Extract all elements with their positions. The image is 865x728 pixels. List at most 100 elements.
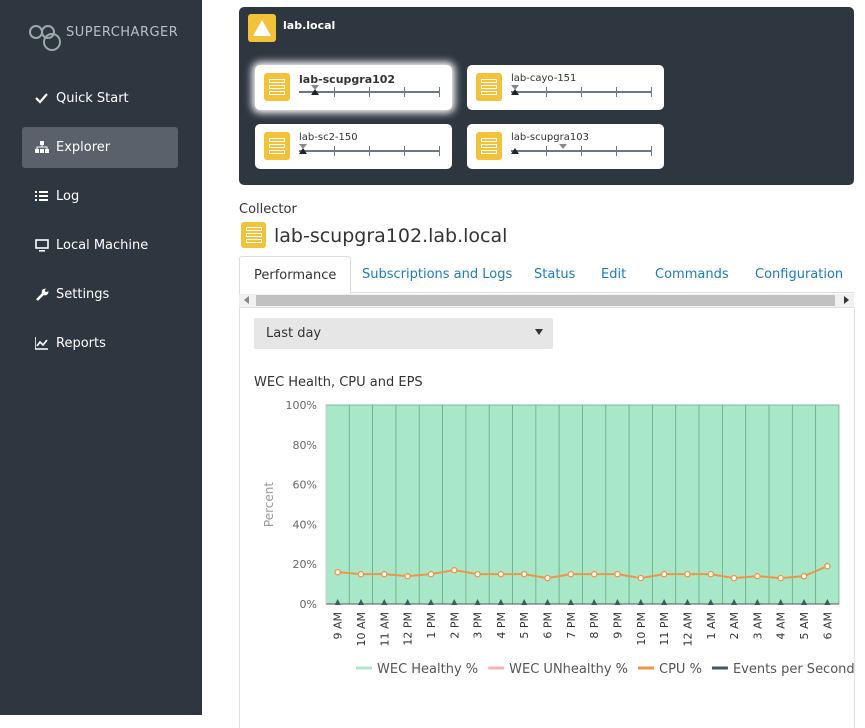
slider-tick xyxy=(651,146,652,156)
server-slot xyxy=(481,150,497,154)
range-value: Last day xyxy=(266,326,322,341)
slider-tick xyxy=(439,146,440,156)
menu-item[interactable]: Explorer xyxy=(22,127,178,168)
eps-marker xyxy=(404,599,411,606)
scroll-thumb[interactable] xyxy=(256,295,835,306)
slider-marker xyxy=(559,144,567,149)
server-icon xyxy=(476,73,502,101)
chart-title: WEC Health, CPU and EPS xyxy=(254,375,423,390)
server-icon xyxy=(264,132,290,160)
eps-marker xyxy=(474,599,481,606)
menu-icon xyxy=(36,288,49,301)
slider-tick xyxy=(334,146,335,156)
slider-tick xyxy=(439,87,440,97)
cpu-point xyxy=(590,570,598,578)
x-tick-label: 2 AM xyxy=(728,612,741,640)
slider-marker xyxy=(511,89,519,95)
x-tick-label: 9 PM xyxy=(611,612,624,639)
eps-marker xyxy=(754,599,761,606)
server-icon xyxy=(476,132,502,160)
menu-item[interactable]: Local Machine xyxy=(22,225,178,266)
menu-item[interactable]: Reports xyxy=(22,323,178,364)
explorer-panel: lab.local lab-scupgra102 lab-cayo-151 lab-… xyxy=(239,7,854,185)
cpu-point xyxy=(334,568,341,576)
server-slot xyxy=(269,79,285,83)
slider-tick xyxy=(616,146,617,156)
range-select[interactable]: Last day xyxy=(254,318,553,349)
eps-marker xyxy=(684,599,691,606)
eps-marker xyxy=(497,599,504,606)
tab[interactable]: Status xyxy=(534,267,576,282)
collector-card[interactable]: lab-cayo-151 xyxy=(467,65,664,110)
tab[interactable]: Edit xyxy=(601,267,627,282)
eps-marker xyxy=(427,599,434,606)
eps-marker xyxy=(731,599,738,606)
slider-marker xyxy=(299,144,307,149)
x-tick-label: 5 AM xyxy=(798,612,811,640)
collector-card[interactable]: lab-scupgra102 xyxy=(255,65,452,110)
tab[interactable]: Commands xyxy=(655,267,729,282)
server-slot xyxy=(269,150,285,154)
eps-marker xyxy=(567,599,574,606)
eps-marker xyxy=(824,599,831,606)
cpu-point xyxy=(474,570,481,578)
y-tick-label: 60% xyxy=(293,479,317,492)
menu-icon xyxy=(35,141,49,153)
collector-name: lab-cayo-151 xyxy=(511,73,577,84)
tab[interactable]: Subscriptions and Logs xyxy=(362,267,513,282)
server-slot xyxy=(269,85,285,89)
tab[interactable]: Configuration xyxy=(755,267,844,282)
x-tick-label: 11 PM xyxy=(658,612,671,646)
x-tick-label: 12 AM xyxy=(681,612,694,647)
cpu-point xyxy=(357,570,365,578)
cpu-point xyxy=(754,572,761,580)
cpu-point xyxy=(614,570,621,578)
chart: WEC Health, CPU and EPS Percent 0% 20% 40% 60… xyxy=(254,375,854,677)
x-tick-label: 6 AM xyxy=(821,612,834,640)
tab[interactable]: Performance xyxy=(239,256,352,294)
eps-marker xyxy=(381,599,388,606)
server-slot xyxy=(481,79,497,83)
menu-label: Log xyxy=(56,189,80,204)
collector-label: Collector xyxy=(239,202,297,217)
tab-rule xyxy=(239,292,854,293)
x-tick-label: 8 PM xyxy=(588,612,601,639)
menu-item[interactable]: Log xyxy=(22,176,178,217)
legend-label: WEC Healthy % xyxy=(377,662,478,677)
slider-marker xyxy=(311,89,319,95)
bar xyxy=(535,404,560,605)
cpu-point xyxy=(777,574,784,582)
collector-card[interactable]: lab-scupgra103 xyxy=(467,124,664,169)
slider-tick xyxy=(404,146,405,156)
menu-label: Quick Start xyxy=(56,91,129,106)
cpu-point xyxy=(637,574,645,582)
eps-marker xyxy=(661,599,668,606)
slider-tick xyxy=(546,87,547,97)
slider-marker xyxy=(511,85,519,90)
cpu-point xyxy=(381,570,388,578)
cpu-point xyxy=(520,570,528,578)
collector-card[interactable]: lab-sc2-150 xyxy=(255,124,452,169)
x-tick-label: 6 PM xyxy=(542,612,555,639)
menu-label: Explorer xyxy=(56,140,111,155)
menu-label: Local Machine xyxy=(56,238,149,253)
logo-text: SUPERCHARGER xyxy=(66,25,179,40)
menu-icon xyxy=(35,191,48,201)
slider-marker xyxy=(311,85,319,90)
content-box xyxy=(239,307,855,728)
server-slot xyxy=(269,91,285,95)
bar xyxy=(722,404,747,605)
scrollbar[interactable] xyxy=(239,294,854,307)
menu-label: Settings xyxy=(56,287,110,302)
cpu-point xyxy=(544,574,551,582)
y-tick-label: 40% xyxy=(293,518,317,531)
slider-tick xyxy=(334,87,335,97)
menu-item[interactable]: Quick Start xyxy=(22,78,178,119)
menu-item[interactable]: Settings xyxy=(22,274,178,315)
x-tick-label: 5 PM xyxy=(518,612,531,639)
y-axis-label: Percent xyxy=(262,482,276,527)
eps-marker xyxy=(334,599,341,606)
x-tick-label: 1 AM xyxy=(705,612,718,640)
eps-marker xyxy=(801,599,808,606)
y-tick-label: 80% xyxy=(293,439,317,452)
